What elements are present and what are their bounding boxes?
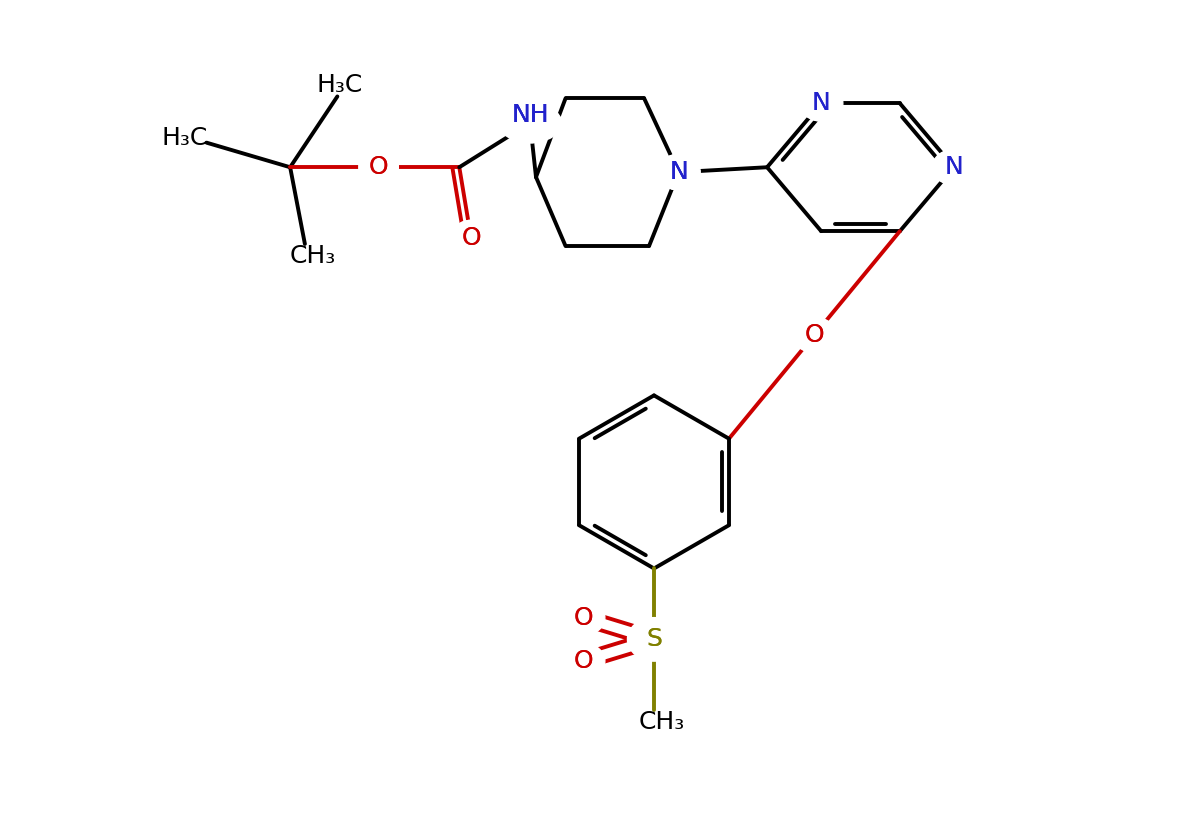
- Ellipse shape: [499, 103, 562, 142]
- Ellipse shape: [503, 103, 557, 142]
- Ellipse shape: [629, 618, 679, 661]
- Text: O: O: [805, 323, 824, 347]
- Text: O: O: [461, 226, 481, 250]
- Text: CH₃: CH₃: [638, 710, 685, 734]
- Text: S: S: [646, 628, 662, 651]
- Ellipse shape: [794, 318, 834, 353]
- Text: O: O: [369, 155, 388, 179]
- Text: CH₃: CH₃: [289, 244, 336, 268]
- Ellipse shape: [563, 600, 603, 635]
- Text: N: N: [669, 160, 688, 184]
- Ellipse shape: [793, 318, 836, 353]
- Ellipse shape: [799, 85, 843, 121]
- Ellipse shape: [657, 154, 700, 190]
- Text: S: S: [646, 628, 662, 651]
- Ellipse shape: [451, 220, 491, 256]
- Ellipse shape: [562, 600, 605, 635]
- Text: NH: NH: [511, 103, 549, 127]
- Ellipse shape: [933, 149, 975, 185]
- Ellipse shape: [358, 149, 398, 185]
- Ellipse shape: [628, 618, 680, 661]
- Ellipse shape: [451, 220, 491, 256]
- Text: H₃C: H₃C: [316, 73, 362, 96]
- Text: O: O: [573, 606, 593, 629]
- Text: N: N: [669, 160, 688, 184]
- Ellipse shape: [659, 154, 698, 190]
- Text: NH: NH: [511, 103, 549, 127]
- Text: O: O: [805, 323, 824, 347]
- Ellipse shape: [562, 644, 605, 679]
- Ellipse shape: [503, 103, 557, 142]
- Text: N: N: [669, 160, 688, 184]
- Ellipse shape: [358, 149, 398, 185]
- Text: N: N: [944, 155, 964, 179]
- Text: N: N: [812, 91, 830, 116]
- Ellipse shape: [802, 85, 841, 121]
- Text: H₃C: H₃C: [162, 126, 208, 150]
- Text: O: O: [573, 606, 593, 629]
- Text: O: O: [573, 649, 593, 673]
- Text: O: O: [461, 226, 481, 250]
- Text: N: N: [944, 155, 964, 179]
- Text: NH: NH: [511, 103, 549, 127]
- Ellipse shape: [563, 644, 603, 679]
- Text: O: O: [369, 155, 388, 179]
- Text: N: N: [812, 91, 830, 116]
- Ellipse shape: [659, 154, 698, 190]
- Ellipse shape: [934, 149, 973, 185]
- Text: O: O: [573, 649, 593, 673]
